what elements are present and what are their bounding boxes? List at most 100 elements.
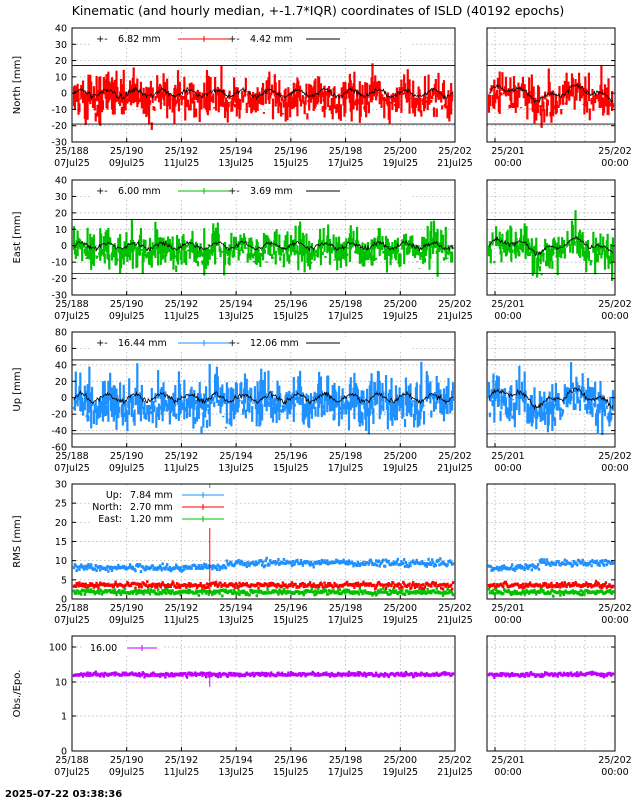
data-point <box>412 583 416 587</box>
data-point <box>376 589 380 593</box>
data-point <box>323 559 326 563</box>
data-point <box>387 675 390 679</box>
data-point <box>94 584 97 588</box>
data-point <box>139 589 143 593</box>
data-point <box>143 675 146 679</box>
data-point <box>535 592 538 596</box>
data-point <box>519 563 522 567</box>
median-line <box>488 235 614 257</box>
data-point <box>603 583 607 587</box>
legend-bg <box>92 337 410 350</box>
data-point <box>269 581 273 585</box>
data-point <box>156 588 160 592</box>
data-point <box>605 674 608 678</box>
data-point <box>310 586 314 590</box>
data-point <box>189 673 192 677</box>
data-point <box>261 560 265 564</box>
x-tick-label: 25/192 <box>165 146 198 157</box>
data-point <box>387 559 390 563</box>
data-point <box>298 585 301 589</box>
data-point <box>206 590 210 594</box>
data-point <box>275 585 278 589</box>
data-point <box>401 586 404 590</box>
data-point <box>199 566 202 570</box>
data-point <box>392 588 395 592</box>
data-point <box>262 672 266 676</box>
median-line <box>488 387 614 411</box>
data-point <box>74 584 78 588</box>
data-point <box>209 583 212 587</box>
zoom-frame <box>486 179 616 296</box>
data-point <box>520 585 524 589</box>
data-point <box>580 560 583 564</box>
legend: Up: 7.84 mm North: 2.70 mm East: 1.20 mm <box>92 488 232 528</box>
data-point <box>120 673 124 677</box>
data-point <box>95 569 98 573</box>
data-point <box>530 568 534 572</box>
data-point <box>611 590 615 594</box>
y-tick-label: 20 <box>55 208 67 219</box>
data-point <box>207 674 210 678</box>
data-point <box>523 568 526 572</box>
data-point <box>125 583 128 587</box>
data-point <box>520 565 524 569</box>
data-point <box>206 566 210 570</box>
x-tick-label: 25/190 <box>110 146 143 157</box>
data-point <box>219 675 222 679</box>
y-tick-label: -30 <box>51 138 67 149</box>
legend-bg <box>92 33 410 46</box>
data-point <box>243 591 247 595</box>
data-point <box>167 591 171 595</box>
x-tick-label: 13Jul25 <box>218 615 254 626</box>
data-point <box>542 560 545 564</box>
data-point <box>515 590 518 594</box>
data-point <box>123 673 126 677</box>
x-tick-label: 09Jul25 <box>109 615 145 626</box>
data-point <box>320 558 324 562</box>
data-point <box>224 588 228 592</box>
data-point <box>378 564 381 568</box>
data-point <box>244 593 248 597</box>
x-tick-label: 17Jul25 <box>328 767 364 778</box>
data-point <box>432 582 436 586</box>
data-point <box>489 565 492 569</box>
data-point <box>401 588 404 592</box>
x-tick-label: 25/190 <box>110 755 143 766</box>
data-point <box>156 585 159 589</box>
data-point <box>102 674 106 678</box>
data-point <box>303 582 306 586</box>
data-point <box>131 565 134 569</box>
data-point <box>276 590 279 594</box>
data-point <box>309 589 313 593</box>
data-point <box>215 583 219 587</box>
data-point <box>82 582 86 586</box>
data-point <box>264 671 267 675</box>
data-point <box>185 590 189 594</box>
data-point <box>450 591 454 595</box>
data-point <box>529 671 533 675</box>
data-point <box>384 587 388 591</box>
data-point <box>493 582 496 586</box>
data-point <box>419 591 422 595</box>
data-point <box>487 587 491 591</box>
data-point <box>204 586 208 590</box>
data-point <box>216 585 220 589</box>
zoom-plot <box>487 484 616 599</box>
data-point <box>571 581 575 585</box>
y-tick-label: -20 <box>51 274 67 285</box>
data-point <box>561 590 565 594</box>
y-tick-label: -10 <box>51 258 67 269</box>
data-point <box>429 589 432 593</box>
data-point <box>157 592 161 596</box>
x-tick-label: 25/201 <box>491 603 524 614</box>
data-point <box>604 558 608 562</box>
data-point <box>265 674 268 678</box>
data-point <box>241 591 245 595</box>
data-point <box>569 671 573 675</box>
data-point <box>522 566 525 570</box>
data-point <box>510 565 513 569</box>
data-point <box>549 591 552 595</box>
x-tick-label: 07Jul25 <box>54 158 90 169</box>
data-point <box>223 590 227 594</box>
data-point <box>396 557 400 561</box>
